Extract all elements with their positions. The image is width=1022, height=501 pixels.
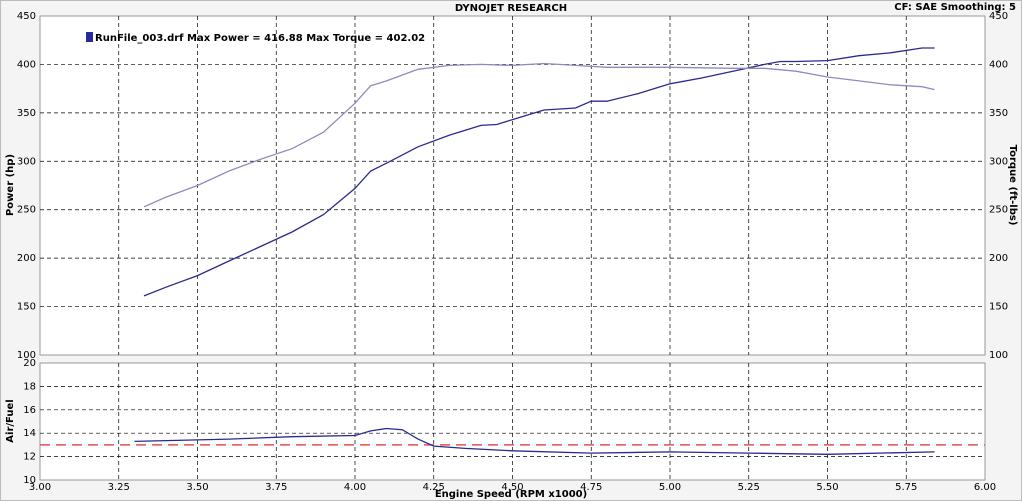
y2-tick-label: 250 — [989, 205, 1008, 216]
data-line — [143, 47, 935, 297]
x-tick-label: 3.50 — [186, 482, 208, 493]
y-tick-label: 10 — [23, 475, 36, 486]
y2-axis-title: Torque (ft-lbs) — [1007, 145, 1018, 226]
legend-marker — [86, 32, 93, 42]
x-tick-label: 3.00 — [29, 482, 51, 493]
y-tick-label: 450 — [17, 11, 36, 22]
y2-tick-label: 200 — [989, 253, 1008, 264]
subtitle: CF: SAE Smoothing: 5 — [894, 2, 1016, 13]
y-tick-label: 150 — [17, 302, 36, 313]
x-tick-label: 3.25 — [108, 482, 130, 493]
x-tick-label: 5.75 — [895, 482, 917, 493]
legend-text: RunFile_003.drf Max Power = 416.88 Max T… — [95, 33, 425, 44]
chart-title: DYNOJET RESEARCH — [455, 3, 567, 14]
x-axis-title: Engine Speed (RPM x1000) — [435, 489, 587, 500]
y-tick-label: 100 — [17, 350, 36, 361]
y-tick-label: 400 — [17, 59, 36, 70]
y2-tick-label: 100 — [989, 350, 1008, 361]
y-tick-label: 20 — [23, 358, 36, 369]
y2-tick-label: 400 — [989, 59, 1008, 70]
x-tick-label: 4.00 — [344, 482, 366, 493]
y-tick-label: 250 — [17, 205, 36, 216]
data-line — [143, 62, 935, 208]
y2-tick-label: 150 — [989, 302, 1008, 313]
data-line — [134, 427, 935, 455]
y2-tick-label: 450 — [989, 11, 1008, 22]
y2-tick-label: 300 — [989, 156, 1008, 167]
x-tick-label: 3.75 — [265, 482, 287, 493]
x-tick-label: 5.50 — [816, 482, 838, 493]
y-tick-label: 12 — [23, 452, 36, 463]
y-tick-label: 14 — [23, 428, 36, 439]
y-axis-title: Power (hp) — [5, 154, 16, 216]
y-tick-label: 16 — [23, 405, 36, 416]
x-tick-label: 5.25 — [738, 482, 760, 493]
afr-axis-title: Air/Fuel — [5, 399, 16, 442]
x-tick-label: 4.75 — [580, 482, 602, 493]
y-tick-label: 300 — [17, 156, 36, 167]
x-tick-label: 4.25 — [423, 482, 445, 493]
x-tick-label: 5.00 — [659, 482, 681, 493]
y2-tick-label: 350 — [989, 108, 1008, 119]
x-tick-label: 4.50 — [501, 482, 523, 493]
y-tick-label: 350 — [17, 108, 36, 119]
y-tick-label: 18 — [23, 381, 36, 392]
x-tick-label: 6.00 — [974, 482, 996, 493]
y-tick-label: 200 — [17, 253, 36, 264]
